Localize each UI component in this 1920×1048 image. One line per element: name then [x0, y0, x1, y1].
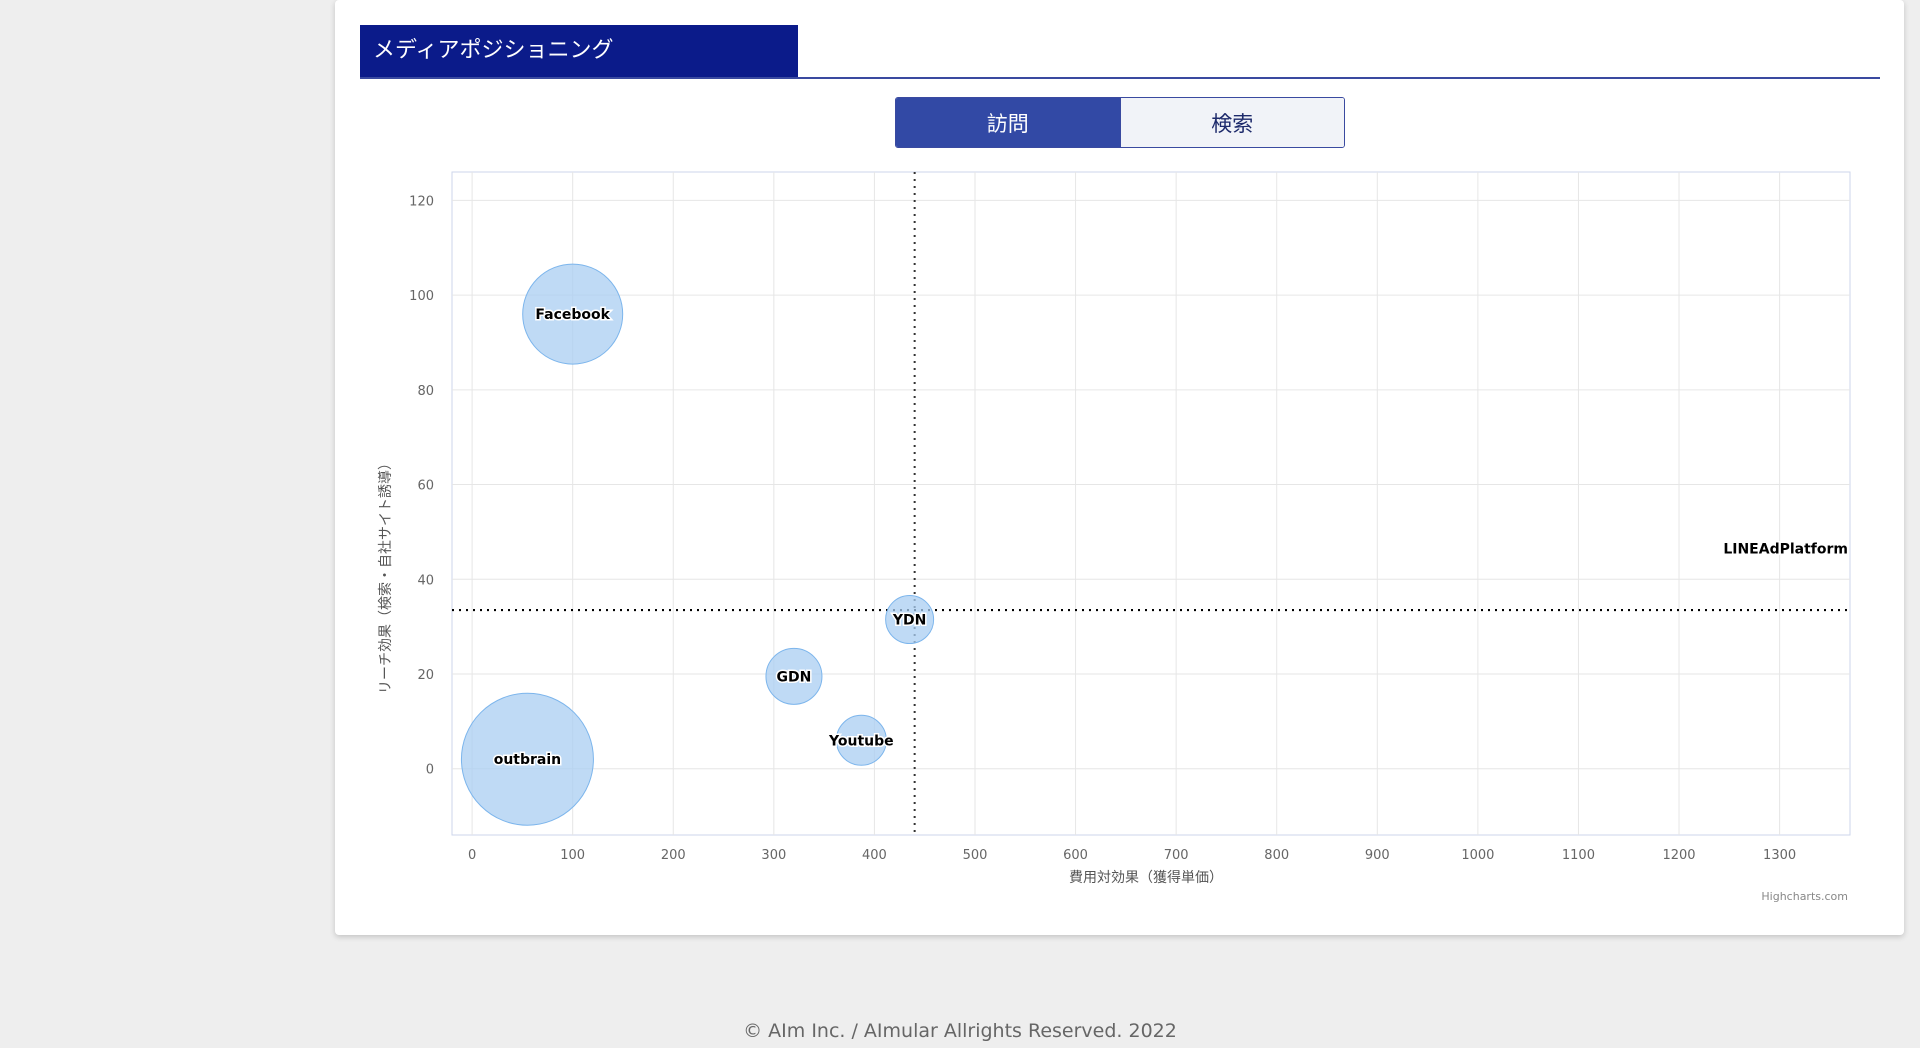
highcharts-credit[interactable]: Highcharts.com — [1761, 890, 1848, 903]
x-tick-label: 200 — [661, 848, 686, 863]
x-tick-label: 100 — [560, 848, 585, 863]
x-tick-label: 400 — [862, 848, 887, 863]
bubble-label-youtube: Youtube — [828, 733, 894, 749]
x-tick-label: 0 — [468, 848, 476, 863]
chart-svg: Facebook outbrain GDN Youtube YDN LINEAdPlatf… — [377, 171, 1851, 903]
bubble-chart: Facebook outbrain GDN Youtube YDN LINEAdPlatf… — [335, 160, 1904, 920]
bubble-youtube — [835, 714, 887, 766]
x-tick-label: 1100 — [1562, 848, 1595, 863]
y-tick-label: 0 — [426, 763, 434, 778]
bubble-label-outbrain: outbrain — [494, 752, 561, 768]
bubble-label-ydn: YDN — [892, 613, 926, 629]
metric-toggle: 訪問 検索 — [895, 97, 1345, 148]
y-tick-label: 40 — [417, 573, 434, 588]
bubble-label-gdn: GDN — [777, 669, 812, 685]
footer-copyright: © AIm Inc. / AImular Allrights Reserved.… — [743, 1020, 1177, 1042]
x-tick-label: 800 — [1264, 848, 1289, 863]
y-tick-label: 60 — [417, 479, 434, 494]
search-toggle-button[interactable]: 検索 — [1119, 98, 1344, 147]
x-tick-label: 1300 — [1763, 848, 1796, 863]
bubble-ydn — [885, 595, 935, 645]
bubble-label-facebook: Facebook — [535, 307, 610, 323]
y-tick-label: 80 — [417, 384, 434, 399]
y-tick-label: 20 — [417, 668, 434, 683]
y-tick-label: 120 — [409, 194, 434, 209]
bubble-gdn — [765, 647, 823, 705]
y-tick-label: 100 — [409, 289, 434, 304]
x-tick-label: 900 — [1365, 848, 1390, 863]
bubble-label-lineadplatform: LINEAdPlatform — [1723, 541, 1848, 557]
plot-area — [451, 171, 1851, 836]
x-tick-label: 500 — [963, 848, 988, 863]
x-tick-label: 600 — [1063, 848, 1088, 863]
x-axis-title: 費用対効果（獲得単価） — [1069, 869, 1223, 886]
positioning-card: メディアポジショニング 訪問 検索 Facebook outbrain GDN You… — [335, 0, 1904, 935]
panel-title: メディアポジショニング — [360, 25, 798, 77]
x-tick-label: 1000 — [1461, 848, 1494, 863]
panel-header: メディアポジショニング — [360, 25, 1880, 79]
visit-toggle-button[interactable]: 訪問 — [896, 98, 1120, 147]
x-tick-label: 300 — [761, 848, 786, 863]
bubble-facebook — [522, 263, 624, 365]
bubble-outbrain — [460, 692, 594, 826]
x-tick-label: 700 — [1164, 848, 1189, 863]
y-axis-title: リーチ効果（検索・自社サイト誘導） — [377, 456, 394, 694]
x-tick-label: 1200 — [1662, 848, 1695, 863]
